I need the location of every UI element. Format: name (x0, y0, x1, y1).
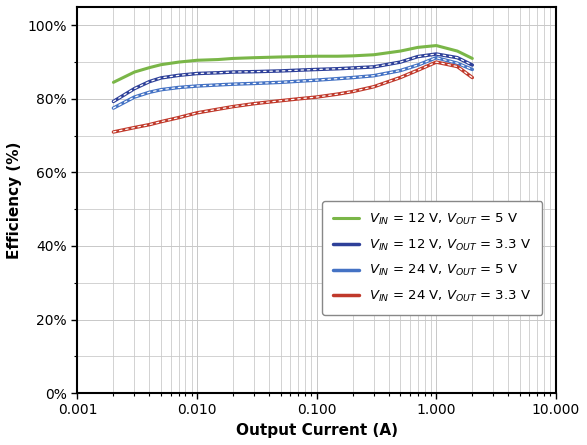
$V_{IN}$ = 24 V, $V_{OUT}$ = 3.3 V (334, 91, 341, 97)
Line: $V_{IN}$ = 12 V, $V_{OUT}$ = 5 V: $V_{IN}$ = 12 V, $V_{OUT}$ = 5 V (113, 45, 473, 82)
$V_{IN}$ = 12 V, $V_{OUT}$ = 3.3 V (277, 68, 284, 73)
$V_{IN}$ = 12 V, $V_{OUT}$ = 5 V (251, 55, 258, 61)
$V_{IN}$ = 12 V, $V_{OUT}$ = 3.3 V (146, 79, 153, 84)
$V_{IN}$ = 24 V, $V_{OUT}$ = 3.3 V (313, 94, 320, 100)
$V_{IN}$ = 12 V, $V_{OUT}$ = 3.3 V (433, 51, 440, 57)
$V_{IN}$ = 24 V, $V_{OUT}$ = 5 V (131, 94, 138, 100)
$V_{IN}$ = 24 V, $V_{OUT}$ = 5 V (370, 73, 377, 78)
$V_{IN}$ = 12 V, $V_{OUT}$ = 3.3 V (131, 86, 138, 91)
$V_{IN}$ = 24 V, $V_{OUT}$ = 3.3 V (277, 98, 284, 103)
$V_{IN}$ = 24 V, $V_{OUT}$ = 5 V (146, 89, 153, 95)
$V_{IN}$ = 24 V, $V_{OUT}$ = 3.3 V (215, 106, 222, 112)
$V_{IN}$ = 24 V, $V_{OUT}$ = 5 V (175, 85, 182, 90)
$V_{IN}$ = 12 V, $V_{OUT}$ = 5 V (175, 60, 182, 65)
$V_{IN}$ = 24 V, $V_{OUT}$ = 5 V (469, 67, 476, 72)
Legend: $V_{IN}$ = 12 V, $V_{OUT}$ = 5 V, $V_{IN}$ = 12 V, $V_{OUT}$ = 3.3 V, $V_{IN}$ =: $V_{IN}$ = 12 V, $V_{OUT}$ = 5 V, $V_{IN… (322, 201, 542, 315)
Line: $V_{IN}$ = 24 V, $V_{OUT}$ = 3.3 V: $V_{IN}$ = 24 V, $V_{OUT}$ = 3.3 V (113, 62, 473, 132)
$V_{IN}$ = 12 V, $V_{OUT}$ = 3.3 V (194, 71, 201, 76)
$V_{IN}$ = 12 V, $V_{OUT}$ = 5 V (157, 62, 164, 67)
$V_{IN}$ = 24 V, $V_{OUT}$ = 3.3 V (469, 75, 476, 80)
$V_{IN}$ = 12 V, $V_{OUT}$ = 3.3 V (110, 99, 117, 104)
$V_{IN}$ = 24 V, $V_{OUT}$ = 3.3 V (157, 119, 164, 124)
$V_{IN}$ = 12 V, $V_{OUT}$ = 3.3 V (230, 69, 237, 75)
$V_{IN}$ = 12 V, $V_{OUT}$ = 5 V (334, 53, 341, 59)
$V_{IN}$ = 12 V, $V_{OUT}$ = 3.3 V (334, 66, 341, 71)
$V_{IN}$ = 24 V, $V_{OUT}$ = 3.3 V (433, 60, 440, 65)
$V_{IN}$ = 24 V, $V_{OUT}$ = 5 V (397, 68, 404, 73)
$V_{IN}$ = 24 V, $V_{OUT}$ = 5 V (313, 77, 320, 83)
$V_{IN}$ = 12 V, $V_{OUT}$ = 5 V (295, 54, 302, 59)
$V_{IN}$ = 24 V, $V_{OUT}$ = 5 V (194, 83, 201, 89)
$V_{IN}$ = 12 V, $V_{OUT}$ = 5 V (194, 57, 201, 63)
$V_{IN}$ = 24 V, $V_{OUT}$ = 3.3 V (251, 101, 258, 106)
$V_{IN}$ = 12 V, $V_{OUT}$ = 3.3 V (215, 70, 222, 76)
Line: $V_{IN}$ = 12 V, $V_{OUT}$ = 3.3 V: $V_{IN}$ = 12 V, $V_{OUT}$ = 3.3 V (113, 54, 473, 101)
$V_{IN}$ = 12 V, $V_{OUT}$ = 5 V (230, 56, 237, 61)
$V_{IN}$ = 24 V, $V_{OUT}$ = 5 V (110, 105, 117, 111)
$V_{IN}$ = 12 V, $V_{OUT}$ = 3.3 V (295, 68, 302, 73)
$V_{IN}$ = 12 V, $V_{OUT}$ = 5 V (131, 69, 138, 75)
$V_{IN}$ = 12 V, $V_{OUT}$ = 3.3 V (313, 67, 320, 72)
$V_{IN}$ = 12 V, $V_{OUT}$ = 3.3 V (454, 55, 461, 61)
$V_{IN}$ = 24 V, $V_{OUT}$ = 5 V (277, 80, 284, 85)
$V_{IN}$ = 24 V, $V_{OUT}$ = 5 V (414, 62, 421, 68)
$V_{IN}$ = 24 V, $V_{OUT}$ = 5 V (251, 81, 258, 86)
$V_{IN}$ = 24 V, $V_{OUT}$ = 3.3 V (146, 122, 153, 127)
$V_{IN}$ = 12 V, $V_{OUT}$ = 5 V (397, 49, 404, 54)
$V_{IN}$ = 12 V, $V_{OUT}$ = 3.3 V (397, 60, 404, 65)
$V_{IN}$ = 12 V, $V_{OUT}$ = 5 V (433, 43, 440, 48)
$V_{IN}$ = 24 V, $V_{OUT}$ = 5 V (230, 81, 237, 87)
$V_{IN}$ = 24 V, $V_{OUT}$ = 3.3 V (175, 115, 182, 120)
$V_{IN}$ = 24 V, $V_{OUT}$ = 3.3 V (230, 104, 237, 109)
$V_{IN}$ = 24 V, $V_{OUT}$ = 3.3 V (349, 89, 356, 94)
$V_{IN}$ = 24 V, $V_{OUT}$ = 3.3 V (370, 84, 377, 89)
$V_{IN}$ = 24 V, $V_{OUT}$ = 5 V (157, 87, 164, 93)
$V_{IN}$ = 24 V, $V_{OUT}$ = 3.3 V (131, 125, 138, 130)
$V_{IN}$ = 12 V, $V_{OUT}$ = 5 V (370, 52, 377, 57)
$V_{IN}$ = 12 V, $V_{OUT}$ = 5 V (454, 49, 461, 54)
$V_{IN}$ = 24 V, $V_{OUT}$ = 5 V (215, 82, 222, 88)
$V_{IN}$ = 24 V, $V_{OUT}$ = 5 V (334, 76, 341, 81)
$V_{IN}$ = 12 V, $V_{OUT}$ = 3.3 V (414, 54, 421, 59)
$V_{IN}$ = 12 V, $V_{OUT}$ = 3.3 V (175, 73, 182, 78)
$V_{IN}$ = 12 V, $V_{OUT}$ = 5 V (349, 53, 356, 59)
$V_{IN}$ = 12 V, $V_{OUT}$ = 3.3 V (370, 64, 377, 69)
$V_{IN}$ = 24 V, $V_{OUT}$ = 5 V (349, 75, 356, 80)
$V_{IN}$ = 24 V, $V_{OUT}$ = 3.3 V (414, 68, 421, 73)
$V_{IN}$ = 24 V, $V_{OUT}$ = 3.3 V (295, 96, 302, 101)
$V_{IN}$ = 12 V, $V_{OUT}$ = 5 V (215, 57, 222, 62)
$V_{IN}$ = 12 V, $V_{OUT}$ = 3.3 V (157, 75, 164, 81)
$V_{IN}$ = 12 V, $V_{OUT}$ = 5 V (469, 56, 476, 61)
$V_{IN}$ = 24 V, $V_{OUT}$ = 3.3 V (110, 129, 117, 135)
$V_{IN}$ = 12 V, $V_{OUT}$ = 5 V (313, 53, 320, 59)
$V_{IN}$ = 24 V, $V_{OUT}$ = 3.3 V (397, 75, 404, 80)
$V_{IN}$ = 24 V, $V_{OUT}$ = 3.3 V (454, 64, 461, 69)
$V_{IN}$ = 24 V, $V_{OUT}$ = 5 V (433, 55, 440, 61)
Line: $V_{IN}$ = 24 V, $V_{OUT}$ = 5 V: $V_{IN}$ = 24 V, $V_{OUT}$ = 5 V (113, 58, 473, 108)
$V_{IN}$ = 12 V, $V_{OUT}$ = 5 V (110, 80, 117, 85)
$V_{IN}$ = 24 V, $V_{OUT}$ = 5 V (295, 79, 302, 84)
$V_{IN}$ = 24 V, $V_{OUT}$ = 5 V (454, 61, 461, 66)
$V_{IN}$ = 12 V, $V_{OUT}$ = 3.3 V (349, 65, 356, 71)
Y-axis label: Efficiency (%): Efficiency (%) (7, 142, 22, 259)
$V_{IN}$ = 12 V, $V_{OUT}$ = 5 V (146, 65, 153, 70)
$V_{IN}$ = 12 V, $V_{OUT}$ = 5 V (277, 54, 284, 60)
$V_{IN}$ = 12 V, $V_{OUT}$ = 3.3 V (251, 69, 258, 74)
$V_{IN}$ = 24 V, $V_{OUT}$ = 3.3 V (194, 110, 201, 116)
$V_{IN}$ = 12 V, $V_{OUT}$ = 3.3 V (469, 62, 476, 68)
$V_{IN}$ = 12 V, $V_{OUT}$ = 5 V (414, 45, 421, 50)
X-axis label: Output Current (A): Output Current (A) (235, 423, 397, 438)
